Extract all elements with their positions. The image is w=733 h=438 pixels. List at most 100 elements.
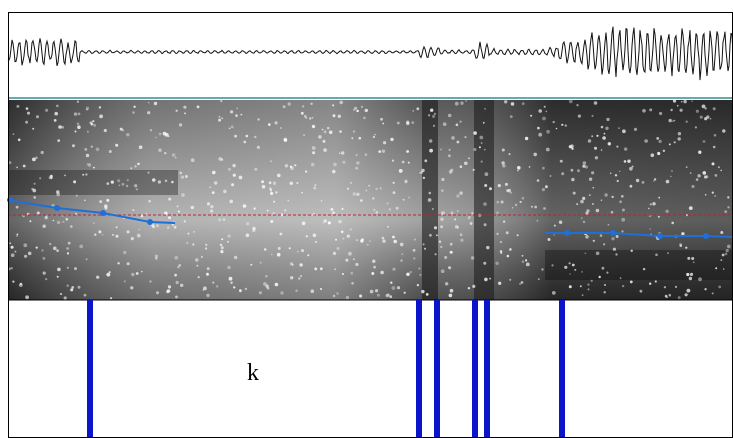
pitch-point — [147, 219, 153, 225]
spectrogram-speck — [10, 267, 13, 270]
spectrogram-speck — [90, 145, 94, 148]
spectrogram-speck — [392, 181, 395, 184]
spectrogram-speck — [156, 224, 159, 228]
spectrogram-speck — [314, 240, 318, 244]
spectrogram-speck — [689, 172, 692, 174]
pitch-point — [564, 230, 570, 236]
spectrogram-speck — [425, 293, 429, 296]
spectrogram-speck — [135, 188, 138, 191]
boundary[interactable] — [416, 300, 422, 438]
spectrogram-speck — [545, 110, 548, 113]
boundary[interactable] — [472, 300, 478, 438]
spectrogram-speck — [727, 244, 731, 249]
spectrogram-speck — [332, 294, 336, 298]
spectrogram-speck — [668, 143, 671, 146]
spectrogram-speck — [517, 169, 519, 172]
spectrogram-speck — [274, 282, 279, 287]
spectrogram-speck — [231, 183, 235, 187]
spectrogram-speck — [580, 199, 584, 204]
spectrogram-speck — [39, 177, 42, 180]
spectrogram-speck — [32, 188, 37, 193]
spectrogram-speck — [464, 136, 467, 139]
spectrogram-speck — [221, 238, 224, 241]
spectrogram-speck — [396, 286, 401, 290]
spectrogram-speck — [386, 202, 389, 205]
spectrogram-speck — [621, 230, 624, 233]
spectrogram-speck — [695, 109, 700, 113]
boundary[interactable] — [559, 300, 565, 438]
spectrogram-speck — [603, 291, 606, 294]
spectrogram-speck — [228, 127, 231, 130]
spectrogram-speck — [230, 281, 233, 284]
spectrogram-speck — [576, 104, 579, 107]
spectrogram-speck — [656, 137, 660, 140]
spectrogram-speck — [336, 292, 339, 295]
spectrogram-speck — [333, 162, 337, 167]
spectrogram-speck — [688, 206, 693, 211]
spectrogram-speck — [10, 253, 15, 257]
spectrogram-speck — [390, 137, 394, 142]
spectrogram-speck — [496, 232, 499, 235]
spectrogram-speck — [89, 121, 93, 125]
spectrogram-speck — [130, 237, 134, 241]
boundary[interactable] — [434, 300, 440, 438]
spectrogram-speck — [584, 252, 587, 255]
spectrogram-speck — [610, 210, 614, 214]
boundary[interactable] — [87, 300, 93, 438]
spectrogram-speck — [407, 161, 410, 164]
spectrogram-speck — [385, 293, 390, 298]
spectrogram-speck — [686, 288, 691, 293]
spectrogram-speck — [392, 235, 395, 239]
spectrogram-speck — [12, 280, 15, 283]
spectrogram-speck — [152, 225, 155, 229]
spectrogram-speck — [206, 267, 210, 271]
boundary[interactable] — [484, 300, 490, 438]
spectrogram-speck — [495, 261, 499, 265]
interval-label[interactable]: k — [247, 360, 259, 386]
spectrogram-speck — [23, 243, 28, 248]
spectrogram-speck — [301, 249, 304, 253]
spectrogram-speck — [464, 161, 468, 166]
spectrogram-speck — [600, 125, 604, 129]
spectrogram-speck — [429, 233, 432, 237]
spectrogram-speck — [449, 288, 454, 293]
spectrogram-speck — [440, 148, 443, 151]
spectrogram-speck — [355, 262, 359, 267]
spectrogram-speck — [551, 264, 554, 267]
spectrogram-speck — [173, 225, 177, 229]
spectrogram-speck — [108, 150, 112, 153]
spectrogram-speck — [642, 267, 646, 271]
tier-boundaries — [87, 300, 565, 438]
spectrogram-speck — [577, 169, 580, 173]
spectrogram-speck — [671, 170, 673, 172]
spectrogram-speck — [483, 202, 487, 206]
spectrogram-speck — [158, 132, 162, 136]
spectrogram-speck — [373, 208, 376, 211]
spectrogram-speck — [691, 100, 693, 102]
spectrogram-speck — [166, 290, 170, 294]
spectrogram-speck — [568, 99, 573, 104]
spectrogram-speck — [277, 247, 281, 250]
spectrogram-speck — [184, 112, 186, 115]
spectrogram-speck — [106, 182, 110, 185]
spectrogram-speck — [227, 240, 230, 243]
spectrogram-speck — [352, 258, 355, 261]
spectrogram-speck — [621, 217, 626, 222]
spectrogram-speck — [514, 203, 518, 207]
spectrogram-speck — [499, 250, 503, 253]
spectrogram-speck — [543, 207, 546, 210]
spectrogram-speck — [310, 162, 315, 167]
spectrogram-speck — [406, 150, 409, 153]
spectrogram-speck — [555, 127, 558, 130]
spectrogram-speck — [499, 240, 503, 244]
spectrogram-speck — [356, 161, 360, 165]
spectrogram-speck — [422, 243, 425, 246]
spectrogram-speck — [396, 121, 400, 125]
spectrogram-speck — [704, 175, 708, 179]
spectrogram-speck — [727, 206, 730, 209]
spectrogram-speck — [460, 101, 464, 105]
spectrogram-speck — [360, 105, 364, 108]
spectrogram-speck — [162, 131, 167, 136]
spectrogram-speck — [155, 257, 158, 260]
